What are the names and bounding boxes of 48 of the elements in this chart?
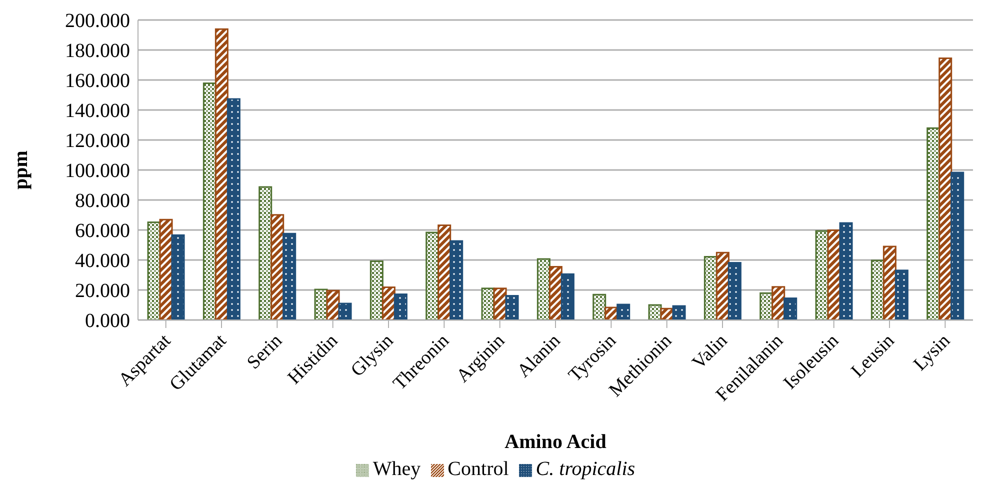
bar [548,266,562,320]
bar [728,262,742,320]
bar [672,305,686,320]
bar [214,28,228,320]
y-tick-label: 80.000 [75,190,130,212]
bar [716,252,730,320]
bar [270,214,284,320]
bar [226,98,240,320]
bar [536,258,550,320]
bar [894,270,908,320]
bar [950,172,964,320]
bar [171,234,185,320]
bar [505,294,519,320]
y-tick-label: 160.000 [65,70,130,92]
x-tick-label: Serin [243,330,287,374]
y-tick-label: 0.000 [85,310,130,332]
bar [382,286,396,320]
x-axis-title: Amino Acid [504,431,606,453]
bar [616,304,630,320]
y-tick-label: 180.000 [65,40,130,62]
bar [938,58,952,320]
y-tick-label: 100.000 [65,160,130,182]
y-tick-label: 140.000 [65,100,130,122]
bar [438,224,452,320]
legend-label: Control [448,458,509,480]
bar [784,298,798,320]
legend-label: Whey [372,458,421,480]
bar [326,290,340,320]
bar [839,222,853,320]
y-axis-title: ppm [10,150,32,190]
y-tick-label: 200.000 [65,10,130,32]
y-tick-label: 40.000 [75,250,130,272]
bar [338,302,352,320]
bar [560,273,574,320]
bar [159,218,173,320]
bar [772,286,786,320]
bar [592,294,606,320]
bar [370,260,384,320]
bar [493,288,507,320]
y-tick-label: 20.000 [75,280,130,302]
bar [882,246,896,320]
legend-label: C. tropicalis [536,458,636,480]
bar [282,232,296,320]
bar [450,240,464,320]
bar [258,186,272,320]
bar [394,293,408,320]
y-tick-label: 60.000 [75,220,130,242]
y-tick-label: 120.000 [65,130,130,152]
